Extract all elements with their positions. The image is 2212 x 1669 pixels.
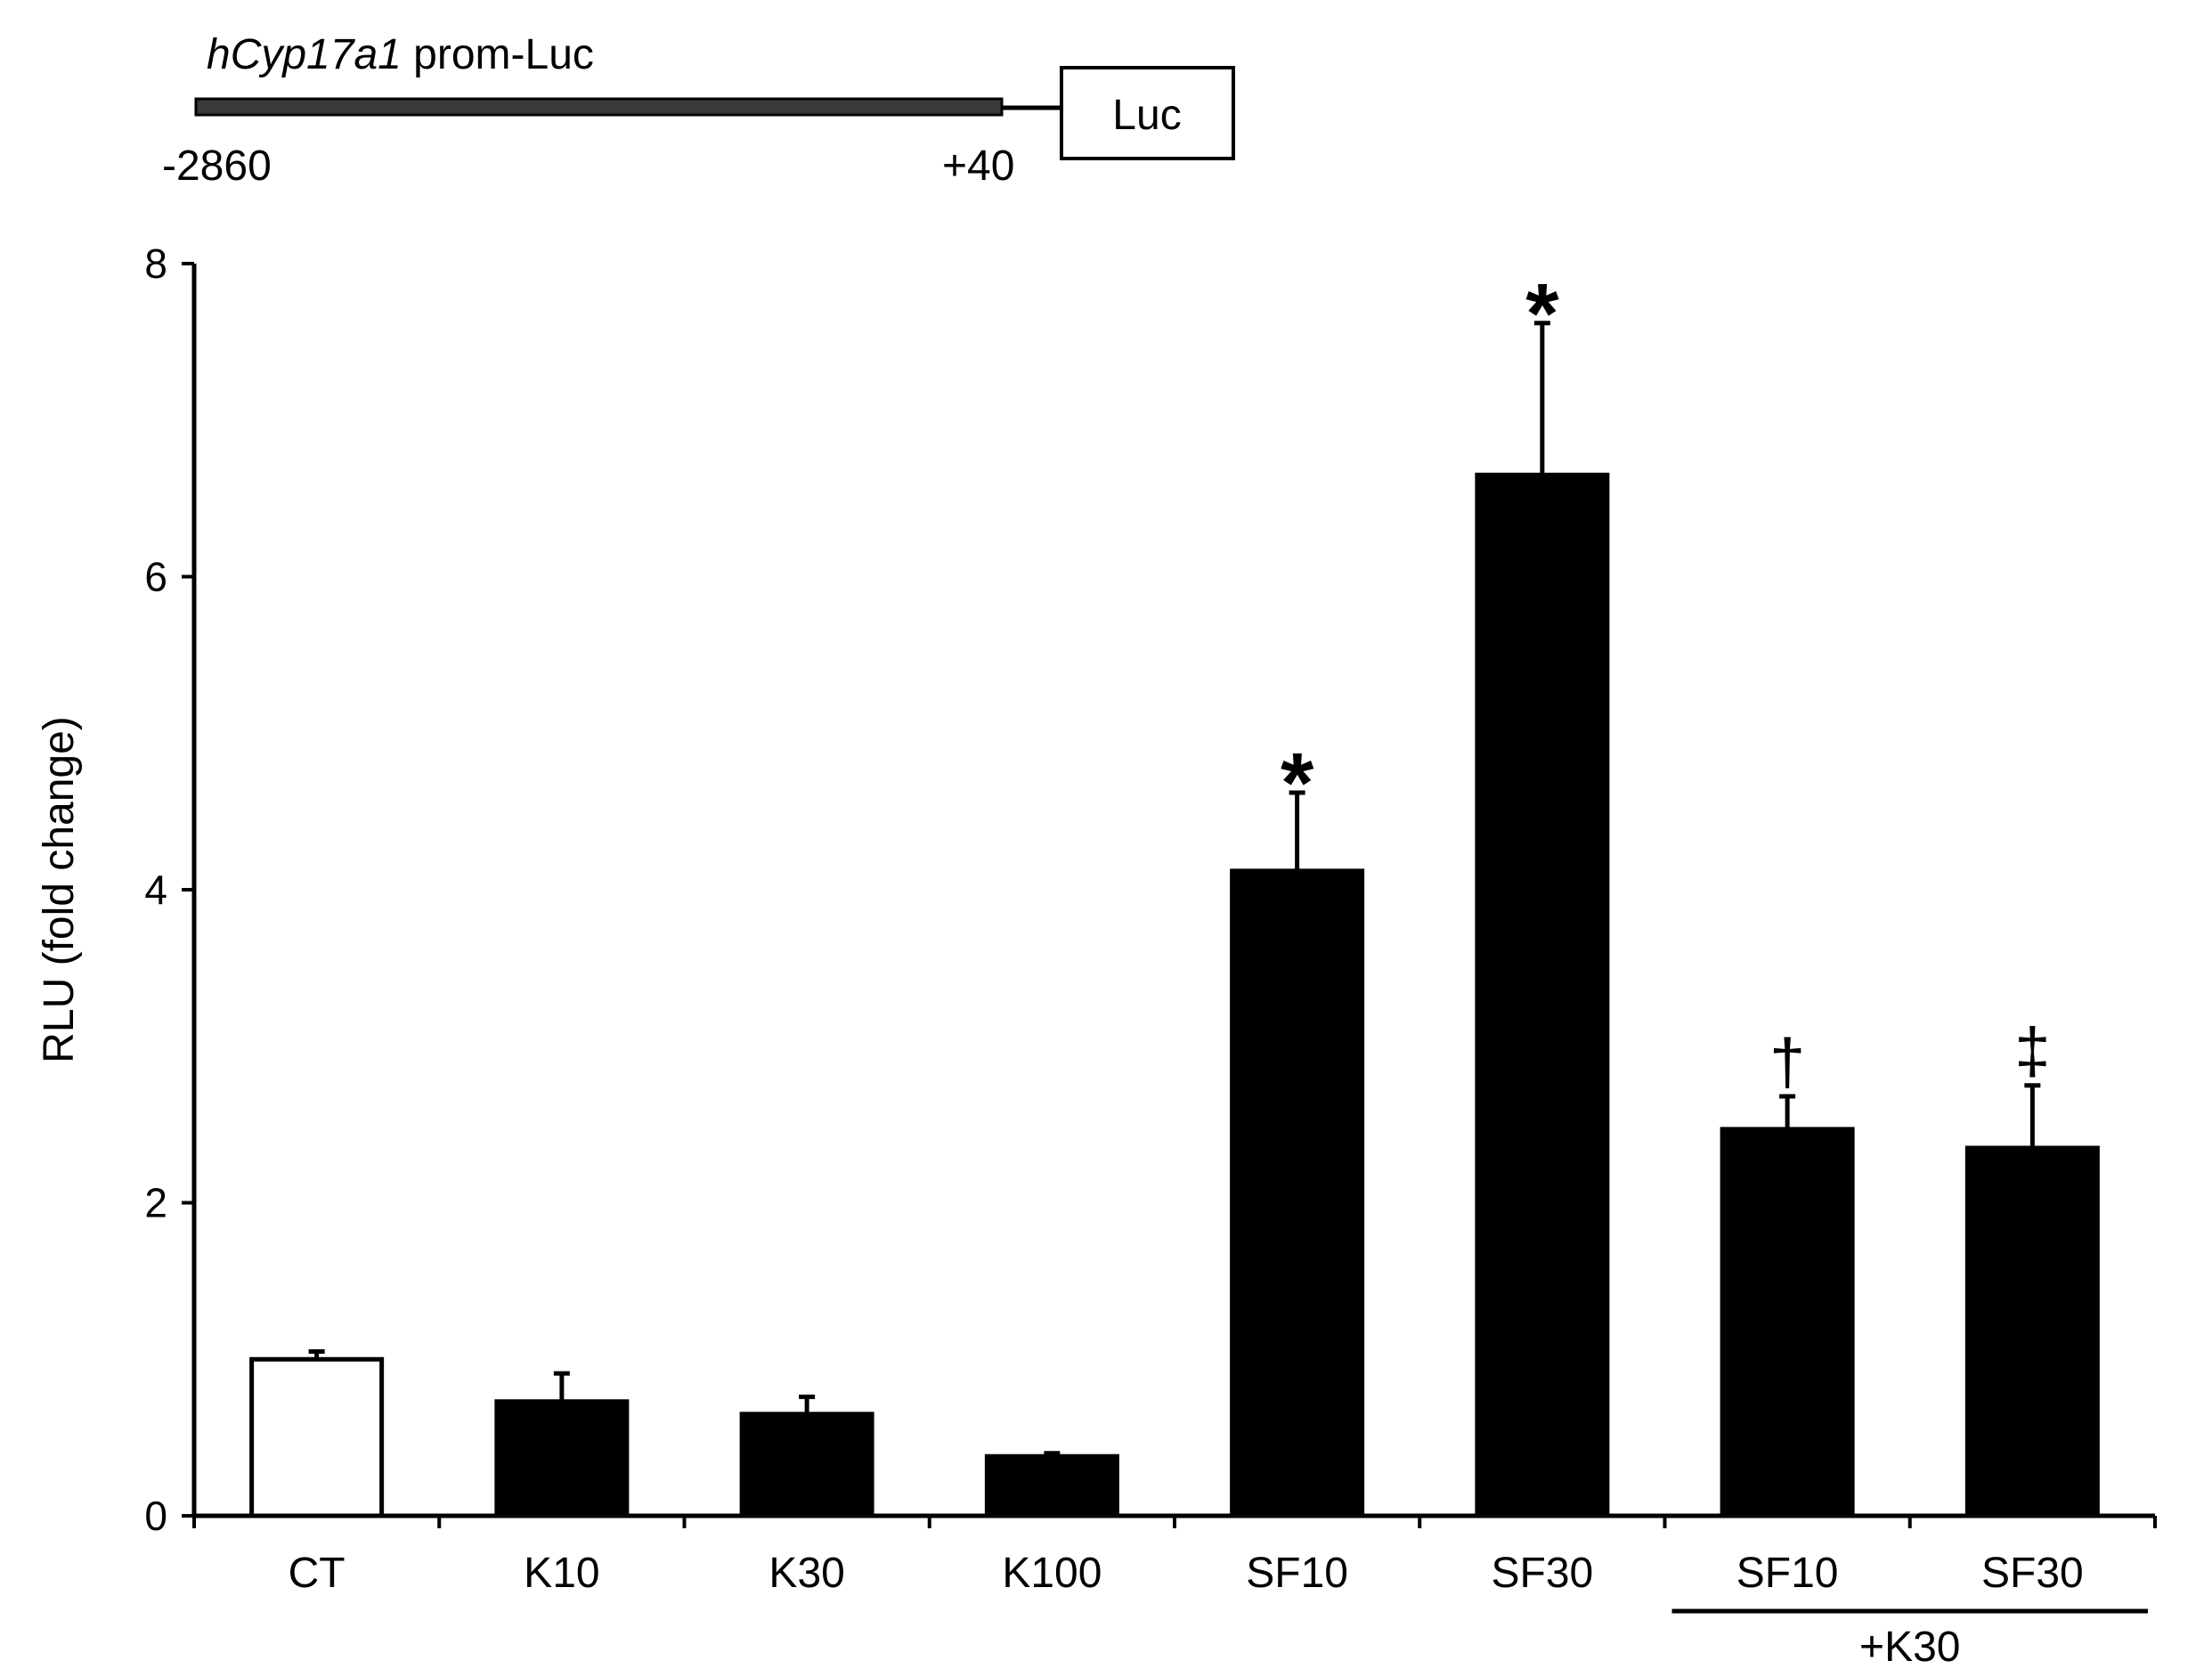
bar (1475, 472, 1610, 1518)
x-tick-label: SF30 (1981, 1550, 2084, 1597)
bar (1720, 1127, 1855, 1518)
y-tick-label: 6 (144, 554, 167, 600)
bar (1964, 1145, 2100, 1518)
y-ticks: 0 2 4 6 8 (144, 240, 194, 1539)
x-tick-label: CT (289, 1550, 346, 1597)
x-tick-label: K30 (769, 1550, 844, 1597)
group-annotation: +K30 (1671, 1608, 2148, 1669)
bar (1230, 868, 1365, 1518)
group-label: +K30 (1859, 1624, 1960, 1665)
promoter-region-bar (194, 97, 1004, 117)
construct-label: hCyp17a1 prom-Luc (207, 31, 594, 78)
x-tick-labels: CT K10 K30 K100 SF10 SF30 SF10 SF30 (289, 1550, 2084, 1597)
x-tick-label: SF30 (1492, 1550, 1594, 1597)
bar (984, 1453, 1119, 1518)
luciferase-box-label: Luc (1112, 92, 1181, 139)
bar (739, 1412, 874, 1518)
x-tick-label: K100 (1002, 1550, 1102, 1597)
y-tick-label: 2 (144, 1180, 167, 1226)
bars (249, 472, 2100, 1518)
significance-marker: * (1281, 736, 1314, 831)
significance-markers: * * † ‡ (1281, 266, 2050, 1098)
error-bars (308, 321, 2041, 1457)
promoter-construct: hCyp17a1 prom-Luc Luc -2860 +40 (162, 31, 1235, 190)
y-axis-label: RLU (fold change) (36, 716, 83, 1063)
construct-start-label: -2860 (162, 142, 272, 190)
x-tick-label: K10 (524, 1550, 599, 1597)
construct-suffix: prom-Luc (402, 31, 594, 78)
significance-marker: ‡ (2014, 1016, 2050, 1087)
bar (249, 1356, 385, 1518)
significance-marker: † (1769, 1027, 1805, 1098)
x-tick-label: SF10 (1246, 1550, 1348, 1597)
y-tick-label: 0 (144, 1493, 167, 1539)
construct-gene-name: hCyp17a1 (207, 31, 402, 78)
x-tick-label: SF10 (1736, 1550, 1839, 1597)
y-tick-label: 4 (144, 867, 167, 913)
bar (494, 1399, 630, 1518)
luciferase-box (1060, 66, 1235, 160)
x-ticks (192, 1516, 2157, 1528)
significance-marker: * (1525, 266, 1559, 362)
construct-end-label: +40 (942, 142, 1014, 190)
y-tick-label: 8 (144, 240, 167, 287)
